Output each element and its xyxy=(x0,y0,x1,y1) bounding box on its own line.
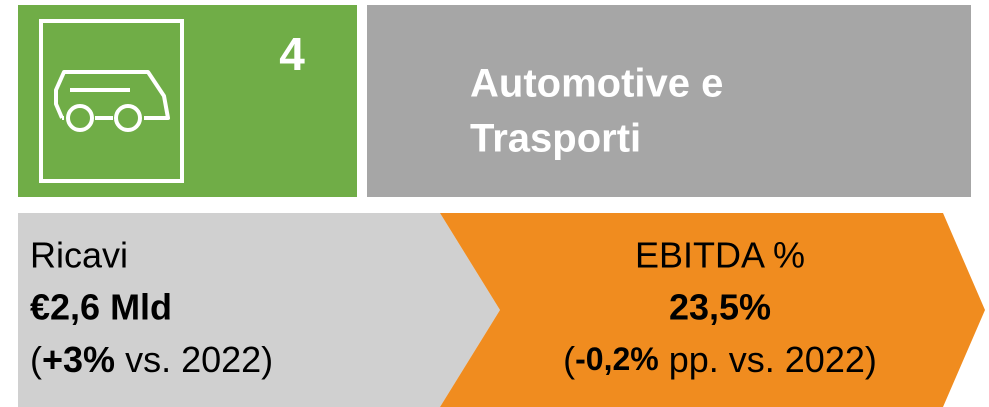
metric-label: Ricavi xyxy=(30,235,128,276)
car-icon xyxy=(54,70,170,132)
text-part: +3% xyxy=(42,339,115,380)
metric-change: (+3% vs. 2022) xyxy=(30,339,273,380)
text-part: -0,2% xyxy=(575,341,659,377)
metric-value: €2,6 Mld xyxy=(30,287,172,328)
title-line: Trasporti xyxy=(470,117,641,161)
green-box xyxy=(18,5,357,197)
icon-frame xyxy=(39,19,184,183)
text-part: pp. vs. 2022) xyxy=(659,339,877,380)
text-part: ( xyxy=(30,339,42,380)
metric-change: (-0,2% pp. vs. 2022) xyxy=(563,339,877,380)
metric-label: EBITDA % xyxy=(635,235,805,276)
metric-value: 23,5% xyxy=(669,287,771,328)
segment-number: 4 xyxy=(279,28,305,80)
text-part: vs. 2022) xyxy=(115,339,273,380)
title-line: Automotive e xyxy=(470,62,723,106)
title-box xyxy=(367,5,971,197)
revenue-chevron xyxy=(18,213,500,407)
ebitda-chevron xyxy=(440,213,985,407)
text-part: ( xyxy=(563,339,575,380)
